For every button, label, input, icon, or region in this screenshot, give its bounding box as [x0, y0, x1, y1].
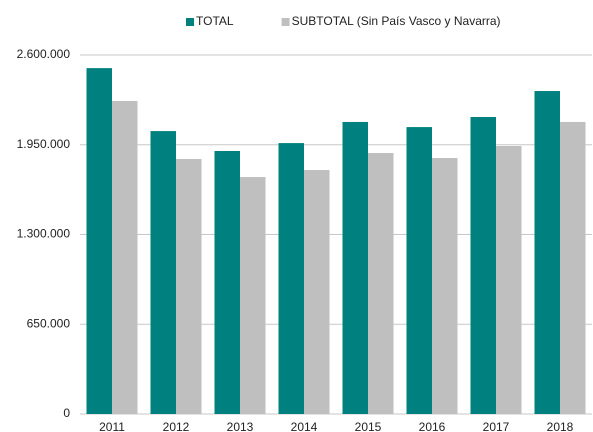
- bar: [278, 143, 304, 414]
- y-tick-label: 650.000: [27, 316, 71, 330]
- bar: [214, 150, 240, 415]
- bar: [534, 91, 560, 414]
- x-tick-label: 2015: [355, 420, 382, 432]
- bar: [470, 116, 496, 415]
- bar: [368, 153, 394, 415]
- x-tick-label: 2013: [227, 420, 254, 432]
- x-tick-label: 2018: [547, 420, 574, 432]
- x-tick-label: 2011: [99, 420, 125, 432]
- legend-swatch: [281, 18, 290, 26]
- x-tick-label: 2017: [483, 420, 510, 432]
- bar: [406, 127, 432, 414]
- bar: [560, 121, 586, 414]
- bar: [176, 158, 202, 414]
- bar: [432, 158, 458, 414]
- bar: [112, 100, 138, 414]
- x-tick-label: 2012: [163, 420, 190, 432]
- bar: [150, 131, 176, 414]
- bar: [304, 170, 330, 414]
- x-tick-label: 2014: [291, 420, 318, 432]
- x-tick-label: 2016: [419, 420, 446, 432]
- bar: [86, 68, 112, 414]
- bar: [342, 121, 368, 414]
- y-tick-label: 2.600.000: [17, 47, 71, 61]
- y-tick-label: 1.950.000: [17, 137, 71, 151]
- legend-label: TOTAL: [196, 14, 234, 28]
- y-tick-label: 1.300.000: [17, 227, 71, 241]
- y-tick-label: 0: [63, 406, 70, 420]
- bar: [496, 145, 522, 415]
- legend-label: SUBTOTAL (Sin País Vasco y Navarra): [292, 14, 501, 28]
- bar: [240, 177, 266, 414]
- legend-swatch: [186, 18, 194, 26]
